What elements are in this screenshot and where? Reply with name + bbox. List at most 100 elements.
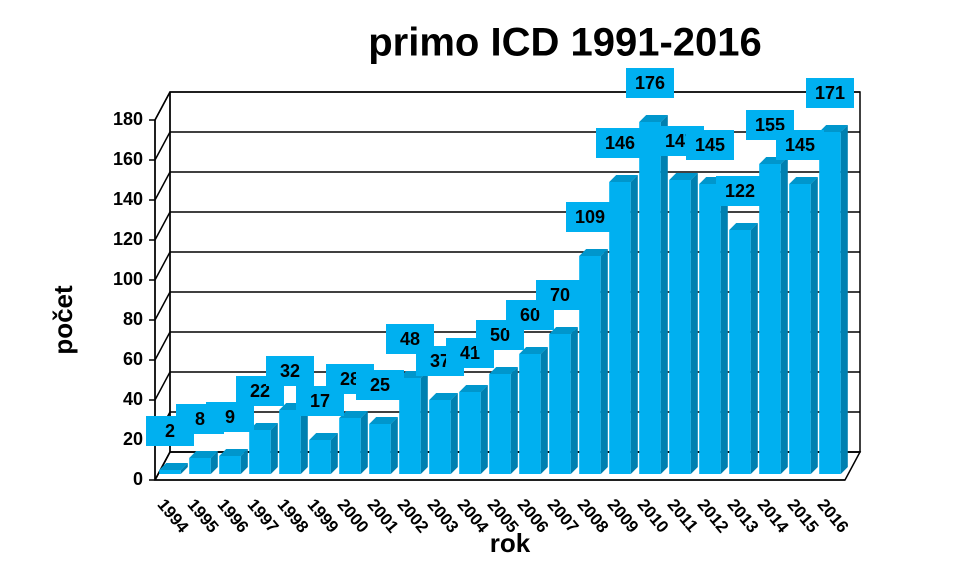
bar-front [429,400,451,474]
bar-front [459,392,481,474]
value-label: 145 [785,135,815,155]
grid-line [154,331,171,361]
bar-top [189,451,218,458]
y-tick-label: 120 [113,229,143,249]
bar [249,423,278,474]
bar-top [729,223,758,230]
value-label: 9 [225,407,235,427]
value-label-box [776,130,824,160]
bar [489,367,518,474]
x-tick-label: 1999 [304,495,343,536]
bar [189,451,218,474]
bar [159,463,188,474]
grid-line [154,251,171,281]
grid-line [154,371,171,401]
bar-side [780,157,788,474]
x-tick-label: 2009 [604,495,643,536]
value-label: 70 [550,285,570,305]
value-label-box [686,130,734,160]
bar-top [159,463,188,470]
value-label-box [716,176,764,206]
y-tick-label: 80 [123,309,143,329]
bar [219,449,248,474]
value-label: 17 [310,391,330,411]
bar-side [480,385,488,474]
bar-side [420,371,428,474]
bar [459,385,488,474]
bar [579,249,608,474]
value-label-box [206,402,254,432]
bar-top [429,393,458,400]
bar-top [249,423,278,430]
value-label: 60 [520,305,540,325]
x-tick-label: 2000 [334,495,373,536]
bar [279,403,308,474]
bar-top [639,115,668,122]
value-label-box [566,202,614,232]
x-tick-label: 2007 [544,495,583,536]
value-label: 176 [635,73,665,93]
grid-line [154,131,171,161]
bar-top [819,125,848,132]
bar-top [459,385,488,392]
value-label: 25 [370,375,390,395]
bar-top [309,433,338,440]
value-label: 155 [755,115,785,135]
x-tick-label: 1996 [214,495,253,536]
value-label: 171 [815,83,845,103]
x-tick-label: 2014 [754,495,793,537]
bar-front [339,418,361,474]
bar [339,411,368,474]
x-tick-label: 2011 [664,495,702,535]
bar-top [519,347,548,354]
bar-top [549,327,578,334]
bar-front [759,164,781,474]
bar-side [720,177,728,474]
bar-top [579,249,608,256]
value-label: 2 [165,421,175,441]
bar-front [549,334,571,474]
x-tick-label: 1997 [244,495,283,536]
value-label: 50 [490,325,510,345]
bar-side [690,173,698,474]
bar-front [819,132,841,474]
bar [639,115,668,474]
bar-front [789,184,811,474]
bar [699,177,728,474]
bar-side [750,223,758,474]
x-tick-label: 2003 [424,495,463,536]
value-label: 37 [430,351,450,371]
x-axis-title: rok [490,528,531,558]
bar-front [399,378,421,474]
bar-side [540,347,548,474]
bar [519,347,548,474]
value-label-box [626,68,674,98]
value-label: 32 [280,361,300,381]
value-label-box [356,370,404,400]
x-tick-label: 1995 [184,495,223,536]
bar-front [489,374,511,474]
bar-top [669,173,698,180]
bar-side [390,417,398,474]
y-tick-label: 160 [113,149,143,169]
bar-side [810,177,818,474]
y-tick-label: 140 [113,189,143,209]
bar-front [249,430,271,474]
bar [669,173,698,474]
value-label: 122 [725,181,755,201]
bar-front [519,354,541,474]
value-label: 109 [575,207,605,227]
value-label: 41 [460,343,480,363]
x-tick-label: 2010 [634,495,673,536]
y-tick-label: 40 [123,389,143,409]
chart-title: primo ICD 1991-2016 [368,21,762,65]
bar-side [450,393,458,474]
value-label-box [536,280,584,310]
value-label-box [806,78,854,108]
bar-side [600,249,608,474]
bar-front [309,440,331,474]
bar-front [579,256,601,474]
value-label-box [266,356,314,386]
